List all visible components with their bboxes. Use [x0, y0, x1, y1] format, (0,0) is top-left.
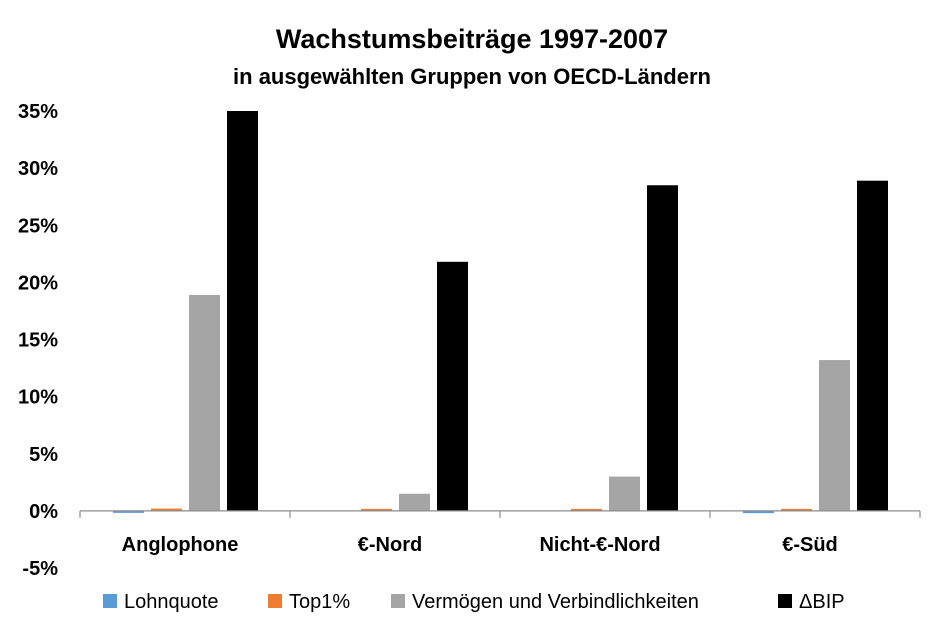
y-tick-label: 15%	[18, 330, 58, 352]
legend-swatch	[268, 594, 282, 608]
category-label: €-Nord	[358, 534, 422, 556]
bars	[113, 111, 888, 514]
y-tick-label: 25%	[18, 215, 58, 237]
bar--bip-3	[857, 180, 888, 511]
y-tick-label: 35%	[18, 101, 58, 123]
y-tick-label: 0%	[29, 501, 58, 523]
category-label: Nicht-€-Nord	[539, 534, 660, 556]
bar-verm-gen-und-verbindlichkeiten-0	[189, 294, 220, 511]
chart-subtitle: in ausgewählten Gruppen von OECD-Ländern	[233, 64, 711, 89]
bar-top1--1	[361, 508, 392, 511]
legend-label: Vermögen und Verbindlichkeiten	[412, 591, 699, 613]
category-label: €-Süd	[782, 534, 838, 556]
chart-title: Wachstumsbeiträge 1997-2007	[276, 24, 668, 54]
legend-label: ΔBIP	[799, 591, 845, 613]
y-tick-label: 30%	[18, 158, 58, 180]
y-axis: -5% 0% 5% 10% 15% 20% 25% 30% 35%	[18, 101, 58, 580]
bar-lohnquote-0	[113, 510, 144, 513]
bar-top1--2	[571, 508, 602, 511]
bar--bip-2	[647, 185, 678, 511]
bar--bip-0	[227, 111, 258, 511]
y-tick-label: 20%	[18, 272, 58, 294]
bar--bip-1	[437, 261, 468, 511]
y-tick-label: -5%	[22, 558, 58, 580]
legend-swatch	[103, 594, 117, 608]
legend-swatch	[391, 594, 405, 608]
legend-swatch	[778, 594, 792, 608]
bar-verm-gen-und-verbindlichkeiten-2	[609, 476, 640, 511]
y-tick-label: 5%	[29, 444, 58, 466]
category-label: Anglophone	[122, 534, 239, 556]
bar-top1--3	[781, 508, 812, 511]
legend-label: Lohnquote	[124, 591, 219, 613]
bar-verm-gen-und-verbindlichkeiten-1	[399, 493, 430, 511]
y-tick-label: 10%	[18, 387, 58, 409]
x-axis: Anglophone €-Nord Nicht-€-Nord €-Süd	[79, 510, 921, 556]
legend-label: Top1%	[289, 591, 350, 613]
legend: Lohnquote Top1% Vermögen und Verbindlichke…	[103, 591, 845, 613]
bar-verm-gen-und-verbindlichkeiten-3	[819, 360, 850, 511]
bar-top1--0	[151, 508, 182, 511]
bar-lohnquote-3	[743, 510, 774, 514]
